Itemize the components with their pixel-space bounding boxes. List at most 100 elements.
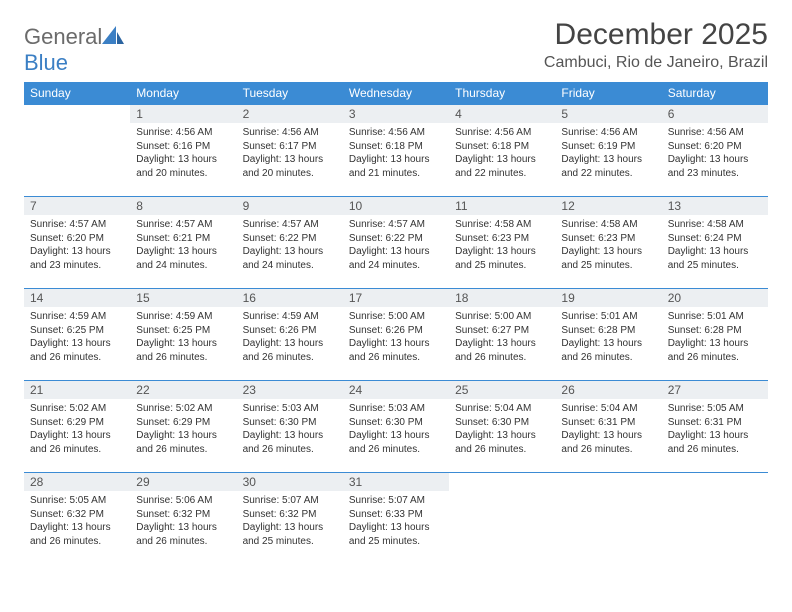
calendar-cell: 13Sunrise: 4:58 AMSunset: 6:24 PMDayligh… bbox=[662, 197, 768, 289]
day-body: Sunrise: 4:58 AMSunset: 6:23 PMDaylight:… bbox=[449, 215, 555, 276]
weekday-header: Saturday bbox=[662, 82, 768, 105]
day-body: Sunrise: 4:57 AMSunset: 6:21 PMDaylight:… bbox=[130, 215, 236, 276]
day-number: 11 bbox=[449, 197, 555, 215]
day-body: Sunrise: 4:56 AMSunset: 6:20 PMDaylight:… bbox=[662, 123, 768, 184]
day-body: Sunrise: 4:59 AMSunset: 6:26 PMDaylight:… bbox=[237, 307, 343, 368]
day-number: 16 bbox=[237, 289, 343, 307]
logo-text: General Blue bbox=[24, 24, 124, 76]
calendar-cell: 28Sunrise: 5:05 AMSunset: 6:32 PMDayligh… bbox=[24, 473, 130, 565]
day-number: 4 bbox=[449, 105, 555, 123]
calendar-cell: 29Sunrise: 5:06 AMSunset: 6:32 PMDayligh… bbox=[130, 473, 236, 565]
day-body: Sunrise: 4:56 AMSunset: 6:18 PMDaylight:… bbox=[449, 123, 555, 184]
day-body: Sunrise: 5:00 AMSunset: 6:27 PMDaylight:… bbox=[449, 307, 555, 368]
weekday-header: Monday bbox=[130, 82, 236, 105]
calendar-cell: 21Sunrise: 5:02 AMSunset: 6:29 PMDayligh… bbox=[24, 381, 130, 473]
calendar-cell: 1Sunrise: 4:56 AMSunset: 6:16 PMDaylight… bbox=[130, 105, 236, 197]
day-body: Sunrise: 4:59 AMSunset: 6:25 PMDaylight:… bbox=[24, 307, 130, 368]
day-number: 18 bbox=[449, 289, 555, 307]
day-number: 5 bbox=[555, 105, 661, 123]
calendar-cell: 10Sunrise: 4:57 AMSunset: 6:22 PMDayligh… bbox=[343, 197, 449, 289]
calendar-cell-empty bbox=[449, 473, 555, 565]
calendar-cell: 20Sunrise: 5:01 AMSunset: 6:28 PMDayligh… bbox=[662, 289, 768, 381]
day-number: 26 bbox=[555, 381, 661, 399]
calendar-cell: 14Sunrise: 4:59 AMSunset: 6:25 PMDayligh… bbox=[24, 289, 130, 381]
day-body: Sunrise: 5:01 AMSunset: 6:28 PMDaylight:… bbox=[555, 307, 661, 368]
day-number: 21 bbox=[24, 381, 130, 399]
calendar-cell-empty bbox=[24, 105, 130, 197]
day-body: Sunrise: 5:05 AMSunset: 6:31 PMDaylight:… bbox=[662, 399, 768, 460]
day-number: 17 bbox=[343, 289, 449, 307]
day-number: 1 bbox=[130, 105, 236, 123]
calendar-row: 14Sunrise: 4:59 AMSunset: 6:25 PMDayligh… bbox=[24, 289, 768, 381]
day-body: Sunrise: 5:03 AMSunset: 6:30 PMDaylight:… bbox=[343, 399, 449, 460]
calendar-cell-empty bbox=[555, 473, 661, 565]
page-title: December 2025 bbox=[544, 18, 768, 52]
day-body: Sunrise: 4:58 AMSunset: 6:24 PMDaylight:… bbox=[662, 215, 768, 276]
sail-icon bbox=[102, 26, 124, 44]
day-body: Sunrise: 5:02 AMSunset: 6:29 PMDaylight:… bbox=[24, 399, 130, 460]
day-number: 15 bbox=[130, 289, 236, 307]
weekday-header: Friday bbox=[555, 82, 661, 105]
day-body: Sunrise: 4:56 AMSunset: 6:17 PMDaylight:… bbox=[237, 123, 343, 184]
day-body: Sunrise: 4:58 AMSunset: 6:23 PMDaylight:… bbox=[555, 215, 661, 276]
day-body: Sunrise: 5:01 AMSunset: 6:28 PMDaylight:… bbox=[662, 307, 768, 368]
calendar-cell: 22Sunrise: 5:02 AMSunset: 6:29 PMDayligh… bbox=[130, 381, 236, 473]
day-body: Sunrise: 5:03 AMSunset: 6:30 PMDaylight:… bbox=[237, 399, 343, 460]
calendar-row: 1Sunrise: 4:56 AMSunset: 6:16 PMDaylight… bbox=[24, 105, 768, 197]
calendar-cell: 27Sunrise: 5:05 AMSunset: 6:31 PMDayligh… bbox=[662, 381, 768, 473]
day-number: 2 bbox=[237, 105, 343, 123]
weekday-header: Tuesday bbox=[237, 82, 343, 105]
day-number: 30 bbox=[237, 473, 343, 491]
calendar-cell: 19Sunrise: 5:01 AMSunset: 6:28 PMDayligh… bbox=[555, 289, 661, 381]
calendar-cell: 23Sunrise: 5:03 AMSunset: 6:30 PMDayligh… bbox=[237, 381, 343, 473]
calendar-cell: 12Sunrise: 4:58 AMSunset: 6:23 PMDayligh… bbox=[555, 197, 661, 289]
calendar-cell: 9Sunrise: 4:57 AMSunset: 6:22 PMDaylight… bbox=[237, 197, 343, 289]
day-number: 13 bbox=[662, 197, 768, 215]
day-number: 20 bbox=[662, 289, 768, 307]
day-number: 23 bbox=[237, 381, 343, 399]
logo-part1: General bbox=[24, 24, 102, 49]
day-body: Sunrise: 5:00 AMSunset: 6:26 PMDaylight:… bbox=[343, 307, 449, 368]
day-number: 12 bbox=[555, 197, 661, 215]
title-block: December 2025 Cambuci, Rio de Janeiro, B… bbox=[544, 18, 768, 72]
day-number: 31 bbox=[343, 473, 449, 491]
day-body: Sunrise: 5:07 AMSunset: 6:32 PMDaylight:… bbox=[237, 491, 343, 552]
calendar-cell-empty bbox=[662, 473, 768, 565]
calendar-cell: 15Sunrise: 4:59 AMSunset: 6:25 PMDayligh… bbox=[130, 289, 236, 381]
calendar-cell: 6Sunrise: 4:56 AMSunset: 6:20 PMDaylight… bbox=[662, 105, 768, 197]
day-body: Sunrise: 4:56 AMSunset: 6:16 PMDaylight:… bbox=[130, 123, 236, 184]
calendar-cell: 4Sunrise: 4:56 AMSunset: 6:18 PMDaylight… bbox=[449, 105, 555, 197]
day-number: 7 bbox=[24, 197, 130, 215]
day-number: 14 bbox=[24, 289, 130, 307]
day-number: 24 bbox=[343, 381, 449, 399]
day-body: Sunrise: 5:06 AMSunset: 6:32 PMDaylight:… bbox=[130, 491, 236, 552]
calendar-cell: 2Sunrise: 4:56 AMSunset: 6:17 PMDaylight… bbox=[237, 105, 343, 197]
header: General Blue December 2025 Cambuci, Rio … bbox=[24, 18, 768, 76]
weekday-header: Wednesday bbox=[343, 82, 449, 105]
calendar-cell: 11Sunrise: 4:58 AMSunset: 6:23 PMDayligh… bbox=[449, 197, 555, 289]
calendar-body: 1Sunrise: 4:56 AMSunset: 6:16 PMDaylight… bbox=[24, 105, 768, 565]
day-body: Sunrise: 5:04 AMSunset: 6:30 PMDaylight:… bbox=[449, 399, 555, 460]
day-number: 28 bbox=[24, 473, 130, 491]
day-number: 25 bbox=[449, 381, 555, 399]
day-body: Sunrise: 4:57 AMSunset: 6:20 PMDaylight:… bbox=[24, 215, 130, 276]
calendar-cell: 26Sunrise: 5:04 AMSunset: 6:31 PMDayligh… bbox=[555, 381, 661, 473]
day-body: Sunrise: 5:05 AMSunset: 6:32 PMDaylight:… bbox=[24, 491, 130, 552]
day-body: Sunrise: 5:04 AMSunset: 6:31 PMDaylight:… bbox=[555, 399, 661, 460]
weekday-header: Thursday bbox=[449, 82, 555, 105]
day-number: 22 bbox=[130, 381, 236, 399]
day-body: Sunrise: 4:56 AMSunset: 6:18 PMDaylight:… bbox=[343, 123, 449, 184]
calendar-cell: 18Sunrise: 5:00 AMSunset: 6:27 PMDayligh… bbox=[449, 289, 555, 381]
calendar-cell: 31Sunrise: 5:07 AMSunset: 6:33 PMDayligh… bbox=[343, 473, 449, 565]
calendar-row: 7Sunrise: 4:57 AMSunset: 6:20 PMDaylight… bbox=[24, 197, 768, 289]
calendar-cell: 24Sunrise: 5:03 AMSunset: 6:30 PMDayligh… bbox=[343, 381, 449, 473]
calendar-row: 28Sunrise: 5:05 AMSunset: 6:32 PMDayligh… bbox=[24, 473, 768, 565]
logo-part2: Blue bbox=[24, 50, 68, 75]
calendar-cell: 16Sunrise: 4:59 AMSunset: 6:26 PMDayligh… bbox=[237, 289, 343, 381]
calendar-header-row: SundayMondayTuesdayWednesdayThursdayFrid… bbox=[24, 82, 768, 105]
day-number: 19 bbox=[555, 289, 661, 307]
day-number: 29 bbox=[130, 473, 236, 491]
calendar-cell: 3Sunrise: 4:56 AMSunset: 6:18 PMDaylight… bbox=[343, 105, 449, 197]
calendar-cell: 25Sunrise: 5:04 AMSunset: 6:30 PMDayligh… bbox=[449, 381, 555, 473]
day-number: 10 bbox=[343, 197, 449, 215]
